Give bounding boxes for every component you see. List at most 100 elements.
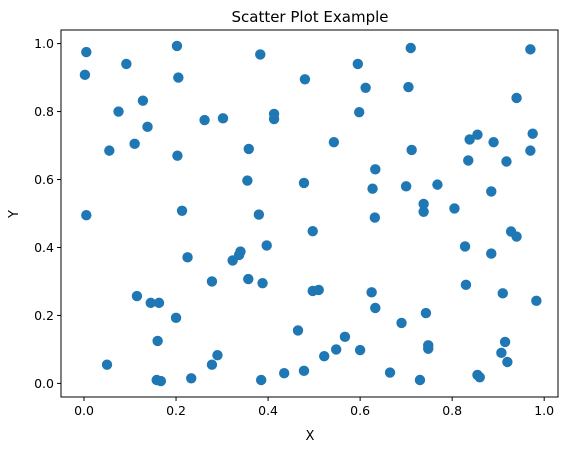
scatter-point — [137, 95, 149, 106]
scatter-point — [360, 82, 371, 93]
scatter-point — [354, 107, 365, 118]
scatter-point — [172, 150, 183, 161]
scatter-point — [418, 206, 429, 218]
scatter-point — [531, 295, 542, 307]
scatter-point — [370, 302, 381, 314]
scatter-point — [464, 134, 475, 145]
scatter-point — [499, 336, 511, 348]
scatter-point — [129, 138, 140, 150]
scatter-point — [366, 287, 377, 298]
scatter-point — [268, 113, 280, 125]
scatter-point — [352, 58, 364, 70]
scatter-point — [173, 72, 184, 83]
scatter-point — [367, 183, 378, 194]
scatter-point — [406, 144, 417, 156]
scatter-point — [299, 74, 311, 85]
y-axis-label: Y — [7, 210, 22, 219]
scatter-point — [486, 248, 497, 259]
y-tick-label: 1.0 — [34, 36, 54, 51]
scatter-point — [206, 359, 218, 370]
scatter-point — [418, 198, 429, 210]
scatter-point — [370, 164, 381, 175]
scatter-point — [330, 344, 342, 355]
scatter-point — [253, 209, 265, 220]
scatter-point — [81, 209, 92, 221]
scatter-point — [459, 241, 471, 252]
scatter-point — [206, 276, 218, 287]
scatter-point — [176, 205, 188, 216]
scatter-point — [104, 145, 115, 156]
scatter-point — [155, 375, 167, 387]
x-axis-label: X — [306, 429, 315, 444]
scatter-point — [235, 246, 246, 257]
scatter-point — [101, 359, 113, 370]
y-tick-label: 0.2 — [34, 308, 54, 323]
scatter-point — [432, 179, 443, 190]
scatter-point — [414, 374, 426, 386]
scatter-point — [486, 186, 497, 197]
scatter-point — [255, 374, 267, 386]
x-tick-label: 0.4 — [258, 403, 278, 418]
y-tick-label: 0.4 — [34, 240, 54, 255]
scatter-point — [460, 279, 472, 291]
scatter-point — [152, 335, 163, 347]
x-tick-label: 0.8 — [442, 403, 462, 418]
scatter-point — [319, 351, 330, 362]
scatter-point — [307, 225, 318, 237]
scatter-point — [257, 277, 268, 289]
axis-ticks: 0.0 0.2 0.4 0.6 0.8 1.0 0.0 0.2 0.4 0.6 0.8 1.0 — [34, 36, 554, 418]
scatter-point — [212, 350, 223, 361]
scatter-point — [243, 143, 254, 155]
scatter-point — [472, 129, 483, 140]
scatter-point — [255, 49, 266, 60]
scatter-point — [313, 284, 324, 296]
scatter-point — [501, 156, 512, 167]
scatter-point — [423, 343, 434, 354]
x-tick-label: 0.2 — [166, 403, 186, 418]
scatter-point — [171, 40, 183, 52]
scatter-point — [511, 92, 522, 104]
scatter-point — [497, 288, 508, 299]
scatter-point — [525, 44, 536, 55]
scatter-point — [488, 136, 499, 148]
scatter-point — [384, 367, 396, 378]
scatter-point — [396, 317, 407, 329]
scatter-point — [463, 155, 474, 166]
scatter-point — [369, 212, 381, 223]
scatter-point — [145, 297, 156, 309]
y-tick-label: 0.0 — [34, 376, 54, 391]
scatter-point — [182, 252, 193, 263]
scatter-point — [242, 175, 253, 186]
x-tick-label: 1.0 — [534, 403, 554, 418]
scatter-point — [170, 312, 182, 324]
scatter-point — [186, 373, 197, 384]
scatter-point — [153, 297, 165, 309]
x-tick-label: 0.6 — [350, 403, 370, 418]
scatter-point — [298, 177, 310, 189]
scatter-point — [400, 181, 412, 192]
scatter-point — [217, 113, 229, 124]
scatter-point — [405, 42, 416, 54]
scatter-point — [502, 356, 513, 368]
scatter-point — [474, 372, 485, 383]
scatter-point — [354, 344, 366, 356]
scatter-point — [121, 58, 132, 70]
scatter-point — [525, 145, 536, 156]
scatter-point — [298, 365, 310, 377]
x-tick-label: 0.0 — [74, 403, 94, 418]
scatter-point — [527, 128, 538, 139]
scatter-point — [261, 240, 272, 251]
scatter-point — [449, 203, 460, 214]
plot-frame — [60, 29, 559, 398]
scatter-point — [278, 368, 290, 379]
scatter-point — [131, 290, 143, 302]
scatter-point — [511, 231, 522, 242]
scatter-point — [292, 325, 304, 336]
scatter-point — [420, 307, 432, 319]
chart-title: Scatter Plot Example — [231, 8, 388, 26]
scatter-point — [403, 81, 414, 93]
scatter-point — [328, 136, 340, 148]
scatter-point — [496, 347, 507, 359]
scatter-point — [243, 273, 254, 285]
